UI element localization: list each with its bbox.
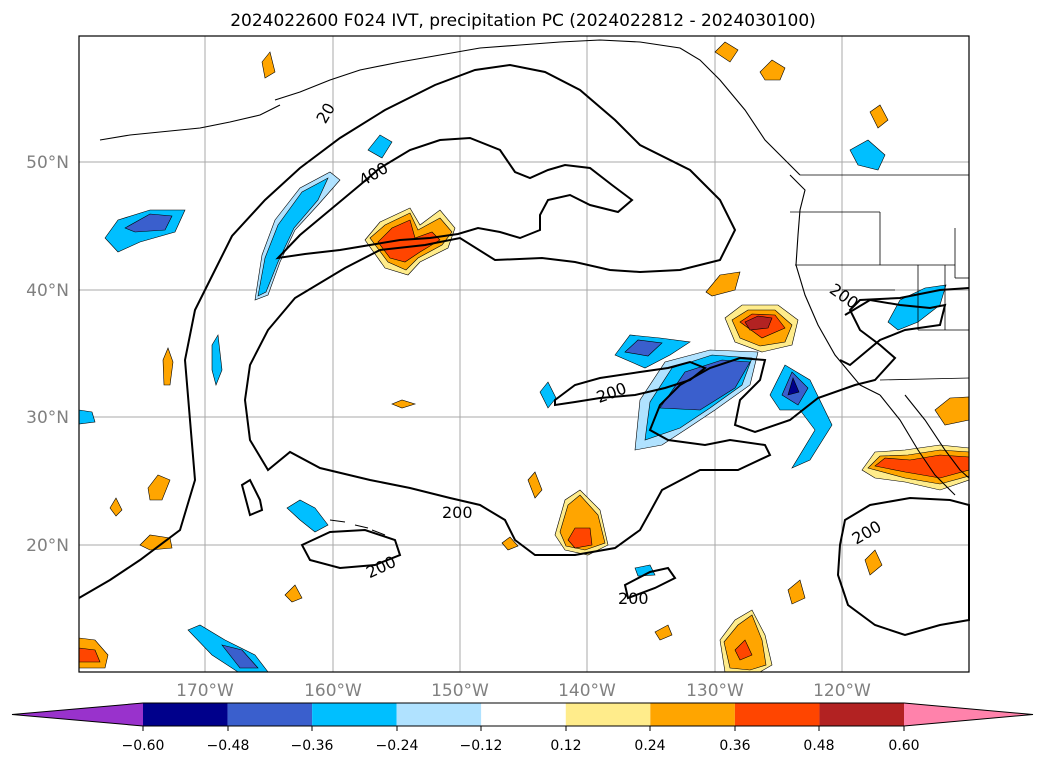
map-panel: 400 200 200 200 200 200 200 20 [78,35,970,673]
ivt-contour-200-d [623,566,677,600]
cbar-segment [396,703,482,726]
lat-label-30n: 30°N [26,408,69,428]
contour-label-200-b: 200 [442,503,473,522]
cbar-label-8: 0.48 [803,738,834,754]
lon-label-150w: 150°W [431,681,489,701]
ivt-contour-200-b [300,528,402,570]
map-frame [78,35,970,673]
aleutians [99,104,281,141]
cbar-segment [734,703,820,726]
neg-patch-central-core [624,339,663,357]
pos-patch-south-core [734,639,753,661]
neg-patch-main-core [659,359,751,411]
pos-patch-small-8 [869,104,889,129]
pos-patch-small-1 [147,474,171,501]
neg-patch-nw-band [254,171,341,301]
ivt-contour-200-a [554,360,707,407]
neg-patch-nw-band-core [257,177,329,297]
neg-patch-small-2 [539,381,557,409]
gridlines [79,36,969,672]
neg-patch-hawaii [286,499,329,533]
cbar-label-4: −0.12 [460,738,503,754]
hawaii-islands [329,519,386,536]
cbar-label-3: −0.24 [376,738,419,754]
neg-patch-west-core [124,213,173,233]
cbar-extend-low [12,703,143,726]
figure-title: 2024022600 F024 IVT, precipitation PC (2… [230,11,816,31]
cbar-segment [819,703,904,726]
us-mexico-border [879,377,970,381]
cbar-label-9: 0.60 [888,738,919,754]
ivt-contour-400 [275,136,634,260]
lat-label-20n: 20°N [26,536,69,556]
cbar-segment [565,703,651,726]
cbar-label-1: −0.48 [207,738,250,754]
lat-label-50n: 50°N [26,153,69,173]
contour-label-200-d: 200 [618,589,649,608]
neg-patch-east-dark [787,377,800,396]
neg-patch-small-1 [211,334,223,386]
pos-patch-small-ne [705,271,741,297]
cbar-segment [312,703,397,726]
pos-patch-north-pacific-core [377,219,441,263]
lon-label-140w: 140°W [558,681,616,701]
pos-patch-small-10 [787,579,806,605]
lon-label-120w: 120°W [813,681,871,701]
cbar-segment [227,703,313,726]
map-background [79,36,969,672]
precip-anomaly-fills [78,41,970,673]
pos-patch-small-6 [759,59,786,81]
political-borders [790,174,970,381]
pos-patch-small-14 [109,497,123,517]
neg-patch-sw-core [221,644,259,669]
pos-patch-subtropic-core [567,527,593,549]
pos-patch-hawaii-w [139,534,173,551]
alaska-coast [274,39,801,176]
ivt-contour-200-outer [78,63,970,599]
lon-label-170w: 170°W [176,681,234,701]
cbar-label-5: 0.12 [550,738,581,754]
lat-labels: 50°N 40°N 30°N 20°N [26,153,69,556]
pos-patch-small-3 [391,399,417,409]
colorbar-ticks [142,726,905,731]
neg-patch-small-3 [367,134,393,159]
cbar-segment [481,703,566,726]
cbar-label-6: 0.24 [634,738,665,754]
cbar-label-2: −0.36 [291,738,334,754]
mexico-coast [904,394,970,479]
bc-coast [789,174,806,236]
pos-patch-small-12 [284,584,303,603]
pos-patch-small-11 [654,624,673,641]
lon-label-160w: 160°W [304,681,362,701]
pos-patch-small-13 [501,536,519,551]
pos-patch-small-7 [714,41,739,63]
pos-patch-small-4 [527,471,543,499]
lat-label-40n: 40°N [26,281,69,301]
lon-labels: 170°W 160°W 150°W 140°W 130°W 120°W [176,681,871,701]
lon-label-130w: 130°W [686,681,744,701]
pos-patch-small-2 [162,347,174,386]
baja-coast [879,394,956,496]
pos-patch-small-5 [261,51,276,79]
neg-patch-small-4 [634,564,656,577]
neg-patch-nw-box [849,139,886,171]
cbar-segment [143,703,228,726]
ivt-contour-200-coast [839,298,947,367]
cbar-label-0: −0.60 [122,738,165,754]
colorbar-segments [11,702,1034,727]
pos-patch-small-9 [864,549,883,576]
pos-patch-ne-dark [744,315,773,331]
cbar-segment [650,703,735,726]
colorbar: −0.60 −0.48 −0.36 −0.24 −0.12 0.12 0.24 … [11,702,1034,754]
cbar-extend-high [904,703,1033,726]
colorbar-tick-labels: −0.60 −0.48 −0.36 −0.24 −0.12 0.12 0.24 … [122,738,920,754]
ivt-contour-200-c [240,478,264,517]
cbar-label-7: 0.36 [719,738,750,754]
